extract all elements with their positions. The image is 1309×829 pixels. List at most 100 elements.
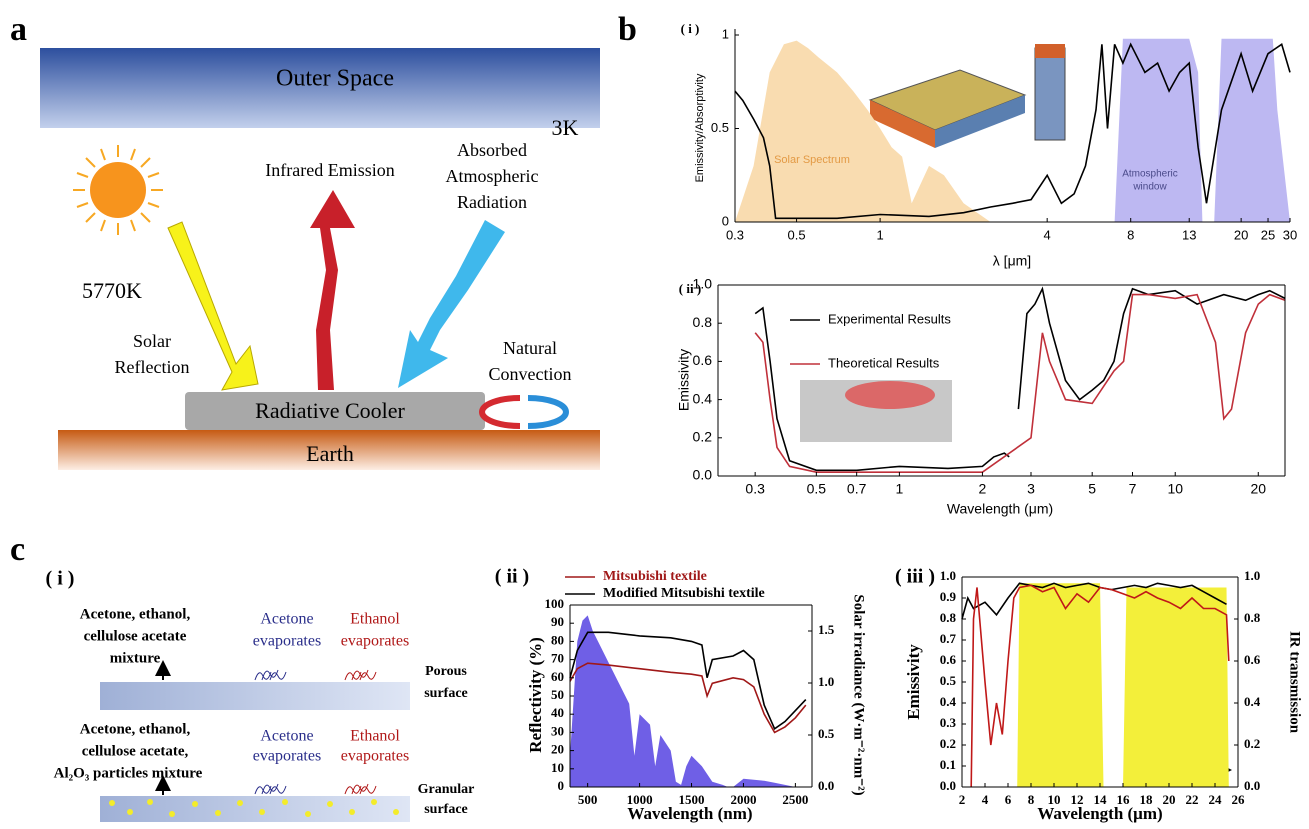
x-tick-label: 12 bbox=[1071, 792, 1084, 807]
y-axis-label: Emissivity bbox=[904, 644, 923, 720]
x-axis-label: Wavelength (μm) bbox=[1037, 804, 1162, 823]
y2-tick-label: 0.8 bbox=[1244, 610, 1261, 625]
y2-tick-label: 1.0 bbox=[818, 674, 834, 689]
label: evaporates bbox=[253, 633, 321, 650]
chart: 500 1000 1500 2000 2500 0 10 20 30 40 50 60 70 80 90 10… bbox=[495, 566, 867, 823]
line bbox=[754, 286, 1286, 472]
x-tick-label: 26 bbox=[1232, 792, 1246, 807]
y-tick-label: 0.7 bbox=[940, 631, 957, 646]
layer bbox=[100, 682, 410, 710]
x-tick-label: 2500 bbox=[782, 792, 808, 807]
y-tick-label: 0.5 bbox=[711, 120, 729, 135]
x-tick-label: 20 bbox=[1163, 792, 1176, 807]
x-axis-label: λ [μm] bbox=[993, 253, 1031, 269]
panel-label: b bbox=[618, 11, 637, 48]
vapor bbox=[254, 783, 287, 795]
sublabel: ( ii ) bbox=[495, 566, 529, 588]
inset-structure bbox=[935, 95, 1025, 148]
y2-tick-label: 0.6 bbox=[1244, 652, 1261, 667]
y2-tick-label: 0.5 bbox=[818, 726, 835, 741]
x-tick-label: 1000 bbox=[627, 792, 653, 807]
x-tick-label: 2 bbox=[959, 792, 966, 807]
y-tick-label: 1 bbox=[722, 26, 729, 41]
x-tick-label: 0.3 bbox=[745, 481, 765, 497]
label: cellulose acetate, bbox=[82, 743, 189, 759]
panel-label: c bbox=[10, 531, 25, 568]
layer bbox=[100, 796, 410, 822]
x-axis-label: Wavelength (μm) bbox=[947, 501, 1053, 517]
x-tick-label: 24 bbox=[1209, 792, 1223, 807]
earth-band bbox=[58, 430, 600, 470]
x-tick-label: 20 bbox=[1234, 227, 1248, 242]
line bbox=[754, 293, 1286, 473]
y-tick-label: 70 bbox=[551, 651, 564, 666]
vapor bbox=[344, 669, 377, 681]
x-tick-label: 4 bbox=[982, 792, 989, 807]
y-tick-label: 0.6 bbox=[940, 652, 957, 667]
chart: 0.3 0.5 0.7 1 2 3 5 7 10 20 0.0 0.2 0.4 0.6 0.8 1.0 Wave… bbox=[676, 276, 1286, 517]
y2-tick-label: 0.0 bbox=[1244, 778, 1260, 793]
inset-structure bbox=[870, 100, 935, 148]
label: mixture bbox=[110, 650, 161, 666]
line bbox=[961, 582, 1227, 620]
solar-arrow bbox=[167, 221, 259, 391]
y-tick-label: 0.3 bbox=[940, 715, 957, 730]
y-tick-label: 0.2 bbox=[693, 429, 713, 445]
y-tick-label: 30 bbox=[551, 723, 564, 738]
sublabel: ( i ) bbox=[681, 21, 700, 36]
x-tick-label: 30 bbox=[1283, 227, 1297, 242]
chart: 0.3 0.5 1 4 8 13 20 25 30 0 0.5 1 λ [μm] Emissivity/A… bbox=[681, 21, 1298, 269]
atmospheric-arrow bbox=[398, 220, 505, 388]
particles bbox=[109, 799, 399, 817]
convection-red bbox=[479, 395, 521, 429]
sublabel: ( iii ) bbox=[895, 566, 935, 588]
y-tick-label: 80 bbox=[551, 632, 564, 647]
space-band bbox=[40, 48, 600, 128]
x-tick-label: 10 bbox=[1167, 481, 1183, 497]
label: Outer Space bbox=[276, 66, 394, 92]
x-tick-label: 25 bbox=[1261, 227, 1275, 242]
inset-pillar bbox=[1035, 44, 1065, 58]
x-axis-label: Wavelength (nm) bbox=[627, 804, 752, 823]
y2-tick-label: 1.5 bbox=[818, 622, 835, 637]
x-tick-label: 4 bbox=[1044, 227, 1051, 242]
annotation: Solar Spectrum bbox=[774, 154, 850, 166]
x-tick-label: 0.5 bbox=[788, 227, 806, 242]
y-tick-label: 40 bbox=[551, 705, 564, 720]
label: evaporates bbox=[253, 748, 321, 765]
y-tick-label: 10 bbox=[551, 760, 564, 775]
label: surface bbox=[424, 802, 468, 817]
x-tick-label: 1 bbox=[876, 227, 883, 242]
diagram-c-i: ( i ) Acetone, ethanol, cellulose acetat… bbox=[46, 568, 474, 822]
legend-label: Modified Mitsubishi textile bbox=[603, 586, 765, 601]
label: Radiative Cooler bbox=[255, 398, 405, 423]
x-tick-label: 2 bbox=[979, 481, 987, 497]
chart: 2 4 6 8 10 12 14 16 18 20 22 24 260.00.10.20.30.40.5… bbox=[895, 566, 1303, 823]
y-tick-label: 0.0 bbox=[693, 467, 713, 483]
x-tick-label: 0.5 bbox=[807, 481, 827, 497]
vapor bbox=[254, 669, 287, 681]
label: Reflection bbox=[115, 357, 190, 377]
y-tick-label: 1.0 bbox=[940, 568, 956, 583]
y2-axis-label: IR transmission bbox=[1287, 631, 1303, 734]
y2-tick-label: 0.0 bbox=[818, 778, 834, 793]
y-tick-label: 0.8 bbox=[693, 314, 713, 330]
cooler bbox=[185, 392, 485, 430]
y2-axis-label: Solar irradiance (W·m⁻²·nm⁻²) bbox=[851, 594, 867, 795]
y-tick-label: 0.0 bbox=[940, 778, 956, 793]
y-tick-label: 0.4 bbox=[693, 390, 713, 406]
y-tick-label: 0.2 bbox=[940, 736, 956, 751]
label: Atmospheric bbox=[446, 166, 539, 186]
line bbox=[569, 631, 807, 731]
sun bbox=[90, 162, 146, 218]
y-tick-label: 0 bbox=[722, 213, 729, 228]
area bbox=[1017, 583, 1229, 787]
label: evaporates bbox=[341, 633, 409, 650]
legend-label: Mitsubishi textile bbox=[603, 569, 707, 584]
area bbox=[1114, 38, 1290, 223]
x-tick-label: 7 bbox=[1129, 481, 1137, 497]
label: 5770K bbox=[82, 278, 142, 303]
infrared-arrow bbox=[310, 190, 355, 390]
sublabel: ( ii ) bbox=[679, 281, 701, 296]
